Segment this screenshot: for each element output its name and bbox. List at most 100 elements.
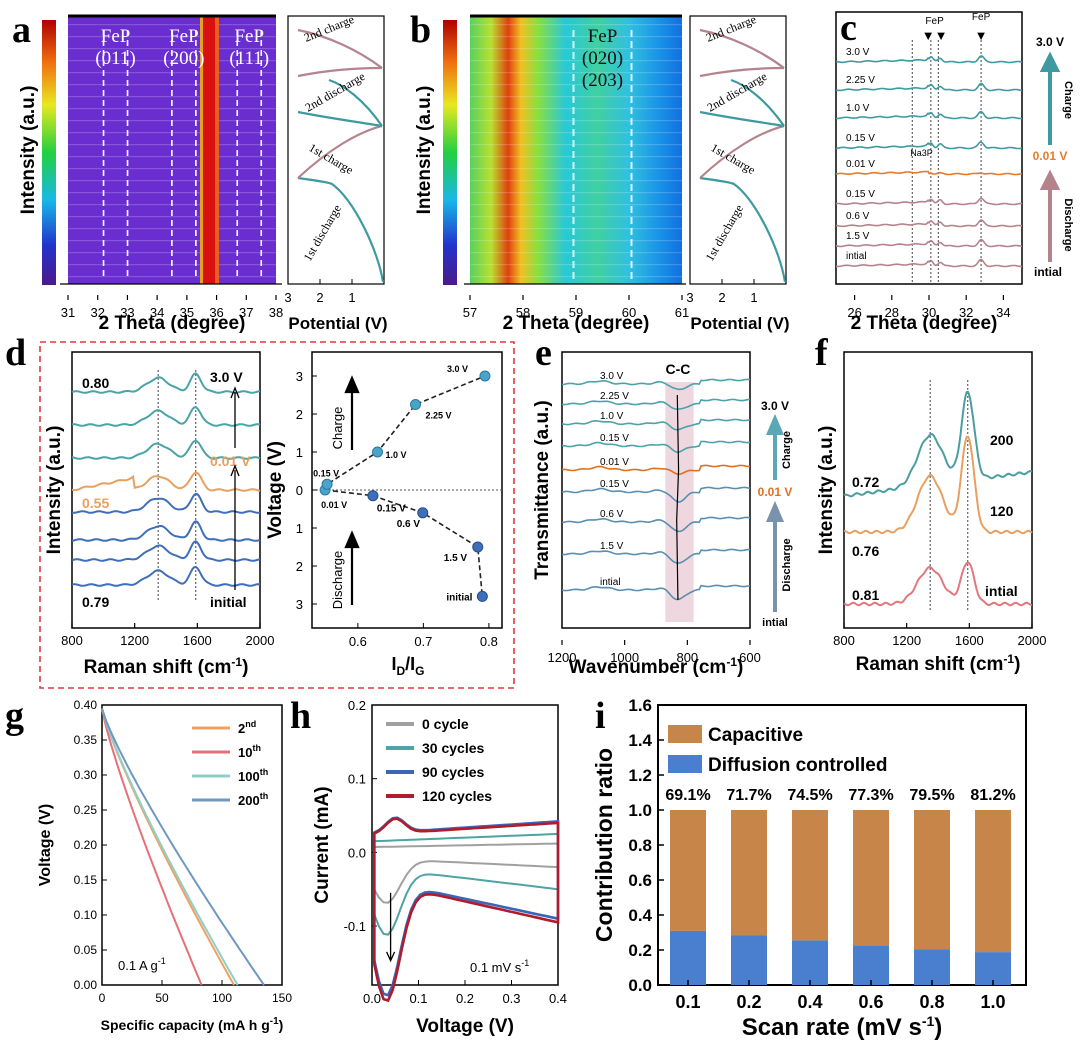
y-label-d: Intensity (a.u.): [44, 426, 65, 555]
peak-label-a: FeP: [234, 26, 264, 47]
x-tick-h: 0.2: [456, 991, 474, 1006]
xrd-curve: [835, 55, 1023, 64]
raman-curve: [71, 439, 261, 460]
x-tick-d-right: 0.6: [349, 634, 367, 649]
point-label: 1.5 V: [444, 553, 468, 564]
x-label-g: Specific capacity (mA h g-1): [101, 1016, 284, 1033]
peak-label-a: (200): [163, 48, 204, 69]
peak-label-b: (203): [582, 70, 623, 91]
legend-swatch-capacitive: [668, 725, 702, 743]
panel-h: Current (mA) 0.2 0.1 0.0 -0.1 0.0 0.1 0.2 0.3 0.…: [312, 698, 567, 1037]
x-tick-b-tick: 59: [569, 305, 583, 320]
x-label-c: 2 Theta (degree): [851, 313, 998, 334]
ftir-curve: [561, 464, 751, 476]
curve-label: 1.0 V: [846, 103, 870, 114]
peak-label-b: (020): [582, 48, 623, 69]
side-label-mid: 0.01 V: [1033, 149, 1068, 163]
series-label: intial: [985, 583, 1018, 599]
point-label: 0.6 V: [397, 519, 421, 530]
y-tick-g: 0.05: [74, 943, 98, 957]
x-tick-i: 0.1: [675, 992, 700, 1012]
legend-label: 100th: [238, 767, 268, 784]
legend-swatch-diffusion: [668, 755, 702, 773]
voltage-label: 0.01 V: [210, 453, 251, 469]
ftir-curve: [561, 516, 751, 533]
panel-d: Intensity (a.u.) 0.800.550.793.0 V0.01 V…: [39, 341, 515, 689]
potential-curve: [297, 176, 385, 283]
x-tick-a-tick: 37: [239, 305, 253, 320]
ratio-label: 0.72: [852, 474, 879, 490]
panel-letter-e: e: [535, 332, 552, 374]
potential-tick: 1: [750, 290, 757, 305]
rate-annotation: 0.1 A g-1: [118, 956, 166, 973]
xrd-curve: [835, 238, 1023, 248]
discharge-point: [417, 507, 429, 519]
x-tick-d-tick: 2000: [246, 633, 275, 648]
potential-x-label: Potential (V): [288, 314, 387, 333]
ftir-curve: [561, 584, 751, 601]
ratio-label: 0.76: [852, 543, 879, 559]
discharge-curve: [101, 708, 265, 986]
peak-label-c: Na3P: [910, 148, 933, 158]
y-label-i: Contribution ratio: [591, 748, 617, 942]
colorbar-b: [443, 20, 457, 285]
y-tick-g: 0.00: [74, 978, 98, 992]
y-label-f: Intensity (a.u.): [816, 426, 837, 555]
charge-label: Charge: [1062, 81, 1074, 119]
peak-label-a: FeP: [101, 26, 131, 47]
charge-arrow: [765, 413, 785, 480]
y-tick-i: 1.6: [628, 696, 652, 715]
bar-diffusion: [670, 930, 706, 985]
y-label-h: Current (mA): [312, 786, 333, 903]
frame-f: [843, 351, 1033, 629]
side-label-mid: 0.01 V: [758, 485, 793, 499]
y-tick-i: 0.0: [628, 976, 652, 995]
x-tick-c-tick: 34: [996, 305, 1010, 320]
discharge-point: [367, 490, 379, 502]
charge-arrow: [1039, 51, 1061, 145]
panel-i: Contribution ratio 0.0 0.2 0.4 0.6 0.8 1.0 1.2…: [591, 696, 1027, 1041]
panel-letter-c: c: [840, 7, 857, 49]
curve-label: 1.0 V: [600, 411, 624, 422]
xrd-curve: [835, 197, 1022, 206]
x-label-d: Raman shift (cm-1): [84, 655, 249, 678]
potential-frame: [287, 15, 385, 285]
y-tick-d-right: 3: [296, 597, 303, 612]
bar-capacitive: [975, 810, 1011, 953]
series-label: 200: [990, 432, 1014, 448]
discharge-point: [472, 541, 484, 553]
potential-x-label: Potential (V): [690, 314, 789, 333]
y-tick-g: 0.20: [74, 838, 98, 852]
y-label-b: Intensity (a.u.): [414, 86, 435, 215]
arrow-label: Charge: [330, 407, 345, 450]
discharge-point: [476, 590, 488, 602]
point-label: 0.15 V: [313, 468, 339, 478]
x-label-h: Voltage (V): [416, 1016, 514, 1037]
y-tick-h: -0.1: [344, 919, 366, 934]
curve-label: 0.15 V: [846, 189, 875, 200]
discharge-curve: [101, 708, 203, 986]
panel-c: 3.0 V 2.25 V 1.0 V 0.15 V 0.01 V 0.15 V 0.6 V 1…: [835, 11, 1074, 334]
y-tick-d-right: 2: [296, 559, 303, 574]
panel-letter-i: i: [595, 695, 606, 737]
ftir-curve: [561, 486, 751, 503]
xrd-curve: [835, 219, 1023, 228]
frame-e: [561, 351, 751, 629]
y-tick-i: 1.2: [628, 766, 652, 785]
side-label-bottom: intial: [1034, 265, 1062, 279]
raman-curve: [71, 471, 261, 492]
panel-letter-h: h: [290, 695, 311, 737]
charge-point: [410, 399, 422, 410]
panel-f: Intensity (a.u.) 200 0.72 120 0.76 intial 0.8…: [816, 351, 1046, 675]
potential-tick: 2: [718, 290, 725, 305]
x-tick-f-tick: 1200: [892, 633, 921, 648]
discharge-label: Discharge: [781, 538, 793, 591]
x-tick-a-tick: 35: [180, 305, 194, 320]
x-tick-a-tick: 36: [209, 305, 223, 320]
potential-label: 1st discharge: [702, 202, 746, 263]
y-tick-h: 0.1: [348, 772, 366, 787]
xrd-curve: [835, 82, 1023, 92]
arrow: [386, 892, 396, 963]
raman-curve: [71, 492, 261, 514]
x-tick-a-tick: 33: [120, 305, 134, 320]
